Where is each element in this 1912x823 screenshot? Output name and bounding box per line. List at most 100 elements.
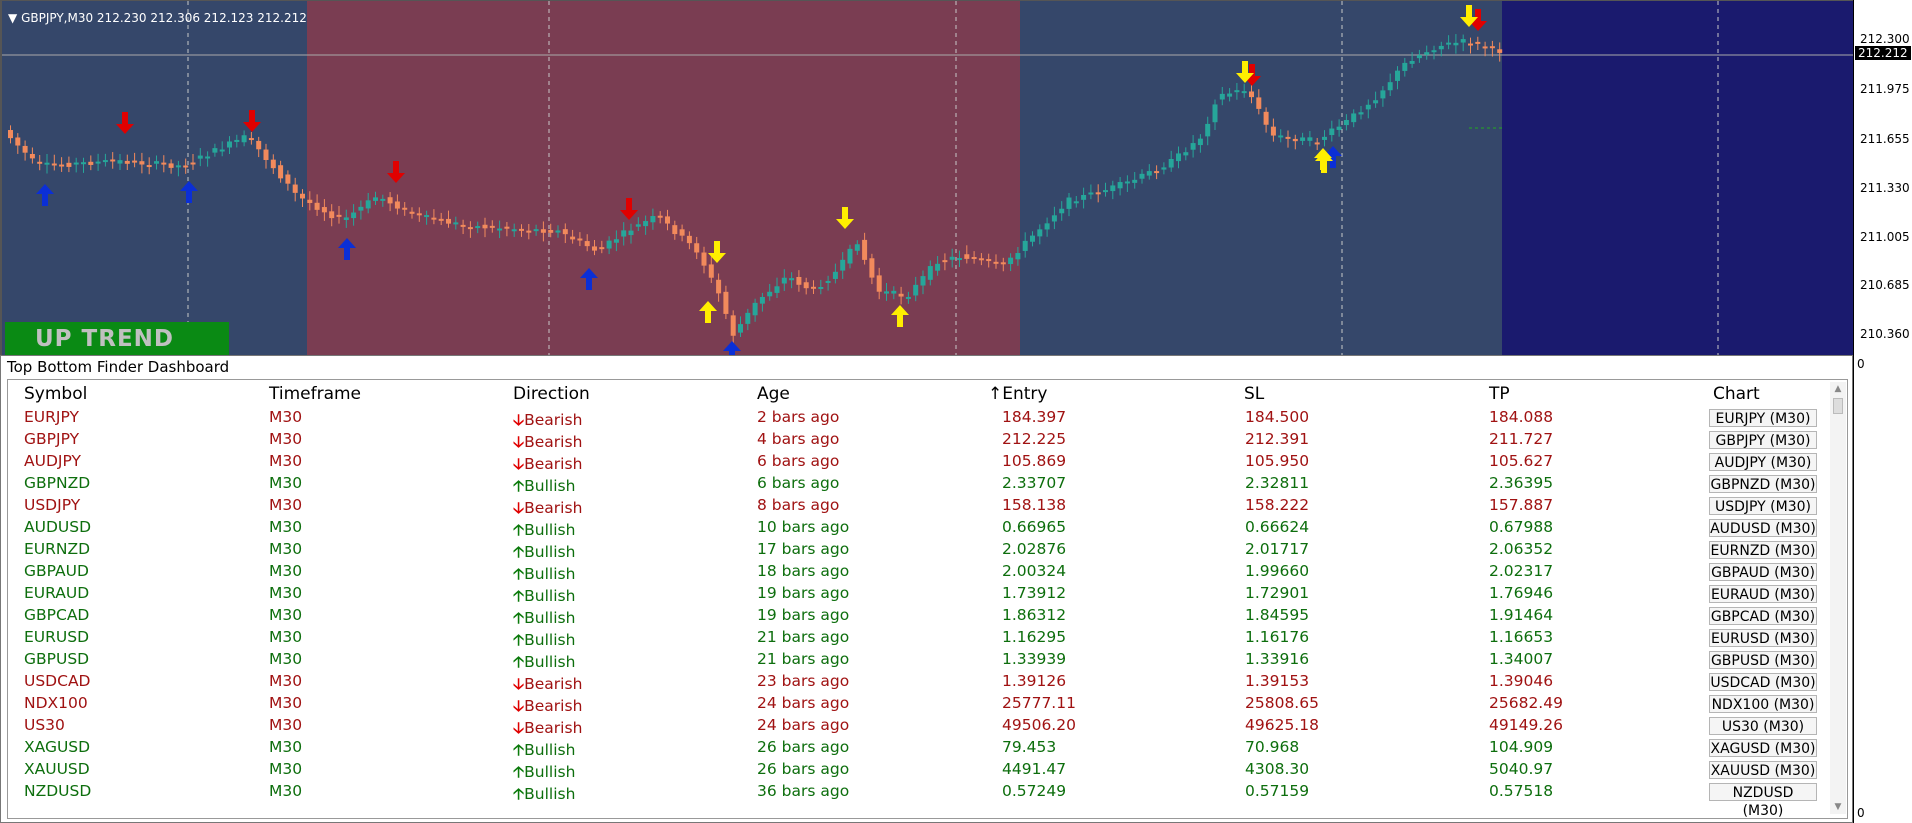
candle-body	[175, 165, 181, 168]
candle-body	[146, 165, 152, 168]
arrow-up-icon: 🡡	[513, 477, 525, 495]
price-axis: 212.300 212.212 211.975 211.655 211.330 …	[1853, 0, 1912, 823]
arrow-up-icon: 🡡	[513, 521, 525, 539]
header-sl[interactable]: SL	[1244, 384, 1265, 404]
candle-body	[117, 160, 123, 164]
cell-symbol: GBPUSD	[24, 650, 90, 668]
candle-body	[526, 230, 532, 233]
candle-body	[1497, 49, 1503, 53]
open-chart-button[interactable]: US30 (M30)	[1709, 717, 1817, 735]
candle-body	[307, 199, 313, 203]
candle-body	[1000, 262, 1006, 265]
candle-body	[467, 227, 473, 230]
cell-timeframe: M30	[269, 694, 303, 712]
open-chart-button[interactable]: EURUSD (M30)	[1709, 629, 1817, 647]
scroll-up-icon[interactable]: ▲	[1834, 384, 1842, 394]
arrow-down-icon: 🡣	[513, 455, 525, 473]
cell-symbol: NZDUSD	[24, 782, 92, 800]
candle-body	[1219, 93, 1225, 100]
cell-direction: 🡡Bullish	[513, 562, 575, 589]
open-chart-button[interactable]: NZDUSD (M30)	[1709, 783, 1817, 819]
open-chart-button[interactable]: GBPCAD (M30)	[1709, 607, 1817, 625]
price-level: 210.685	[1860, 278, 1910, 292]
cell-symbol: GBPNZD	[24, 474, 91, 492]
open-chart-button[interactable]: NDX100 (M30)	[1709, 695, 1817, 713]
scroll-down-icon[interactable]: ▼	[1834, 802, 1842, 812]
cell-direction: 🡡Bullish	[513, 782, 575, 809]
open-chart-button[interactable]: USDCAD (M30)	[1709, 673, 1817, 691]
open-chart-button[interactable]: GBPUSD (M30)	[1709, 651, 1817, 669]
candle-body	[716, 279, 722, 294]
cell-entry: 1.73912	[1002, 584, 1067, 602]
candle-body	[1088, 192, 1094, 195]
cell-age: 18 bars ago	[757, 562, 850, 580]
scrollbar-thumb[interactable]	[1833, 398, 1843, 414]
header-symbol[interactable]: Symbol	[24, 384, 88, 404]
header-age[interactable]: Age	[757, 384, 790, 404]
candle-body	[708, 264, 714, 278]
candle-body	[15, 137, 21, 146]
open-chart-button[interactable]: EURNZD (M30)	[1709, 541, 1817, 559]
cell-tp: 1.16653	[1489, 628, 1554, 646]
cell-timeframe: M30	[269, 584, 303, 602]
cell-age: 17 bars ago	[757, 540, 850, 558]
candle-body	[811, 286, 816, 289]
arrow-up-icon: 🡡	[513, 763, 525, 781]
candle-body	[1117, 182, 1123, 189]
candle-body	[869, 258, 875, 278]
candle-body	[1095, 192, 1101, 195]
cell-entry: 2.33707	[1002, 474, 1067, 492]
yellow-down-arrow-icon	[1236, 61, 1254, 83]
open-chart-button[interactable]: AUDJPY (M30)	[1709, 453, 1817, 471]
chart-menu-triangle-icon[interactable]: ▼	[8, 11, 18, 25]
cell-direction: 🡡Bullish	[513, 760, 575, 787]
open-chart-button[interactable]: USDJPY (M30)	[1709, 497, 1817, 515]
cell-direction: 🡣Bearish	[513, 496, 582, 523]
open-chart-button[interactable]: XAGUSD (M30)	[1709, 739, 1817, 757]
vertical-scrollbar[interactable]: ▲ ▼	[1830, 382, 1846, 814]
cell-timeframe: M30	[269, 540, 303, 558]
open-chart-button[interactable]: XAUUSD (M30)	[1709, 761, 1817, 779]
candle-body	[1227, 93, 1233, 97]
header-chart[interactable]: Chart	[1713, 384, 1760, 404]
open-chart-button[interactable]: GBPJPY (M30)	[1709, 431, 1817, 449]
candle-body	[898, 293, 904, 297]
cell-age: 19 bars ago	[757, 606, 850, 624]
open-chart-button[interactable]: GBPAUD (M30)	[1709, 563, 1817, 581]
open-chart-button[interactable]: EURAUD (M30)	[1709, 585, 1817, 603]
cell-direction: 🡣Bearish	[513, 672, 582, 699]
candle-body	[1132, 179, 1138, 183]
candle-body	[1424, 52, 1430, 55]
candle-body	[438, 218, 444, 221]
cell-sl: 212.391	[1245, 430, 1310, 448]
price-chart[interactable]: ▼ GBPJPY,M30 212.230 212.306 212.123 212…	[0, 0, 1853, 355]
header-timeframe[interactable]: Timeframe	[269, 384, 362, 404]
candle-body	[1468, 43, 1473, 46]
candle-body	[1044, 223, 1050, 230]
candle-body	[832, 271, 838, 279]
direction-label: Bullish	[524, 521, 576, 539]
open-chart-button[interactable]: AUDUSD (M30)	[1709, 519, 1817, 537]
open-chart-button[interactable]: EURJPY (M30)	[1709, 409, 1817, 427]
candle-body	[789, 278, 795, 281]
buy-signal-arrow-icon	[1324, 146, 1342, 168]
candle-body	[986, 259, 992, 262]
buy-signal-arrow-icon	[36, 184, 54, 206]
cell-tp: 1.34007	[1489, 650, 1554, 668]
header-entry[interactable]: ↑Entry	[988, 384, 1047, 404]
candle-body	[95, 161, 101, 164]
cell-entry: 158.138	[1002, 496, 1067, 514]
cell-sl: 1.84595	[1245, 606, 1310, 624]
candle-body	[373, 197, 378, 201]
cell-entry: 2.02876	[1002, 540, 1067, 558]
candle-body	[343, 217, 349, 220]
candle-body	[1081, 194, 1087, 200]
candle-body	[1438, 45, 1444, 50]
candle-body	[424, 215, 430, 218]
candle-body	[497, 228, 503, 231]
open-chart-button[interactable]: GBPNZD (M30)	[1709, 475, 1817, 493]
cell-direction: 🡡Bullish	[513, 584, 575, 611]
candle-body	[431, 217, 437, 220]
header-tp[interactable]: TP	[1489, 384, 1510, 404]
header-direction[interactable]: Direction	[513, 384, 590, 404]
